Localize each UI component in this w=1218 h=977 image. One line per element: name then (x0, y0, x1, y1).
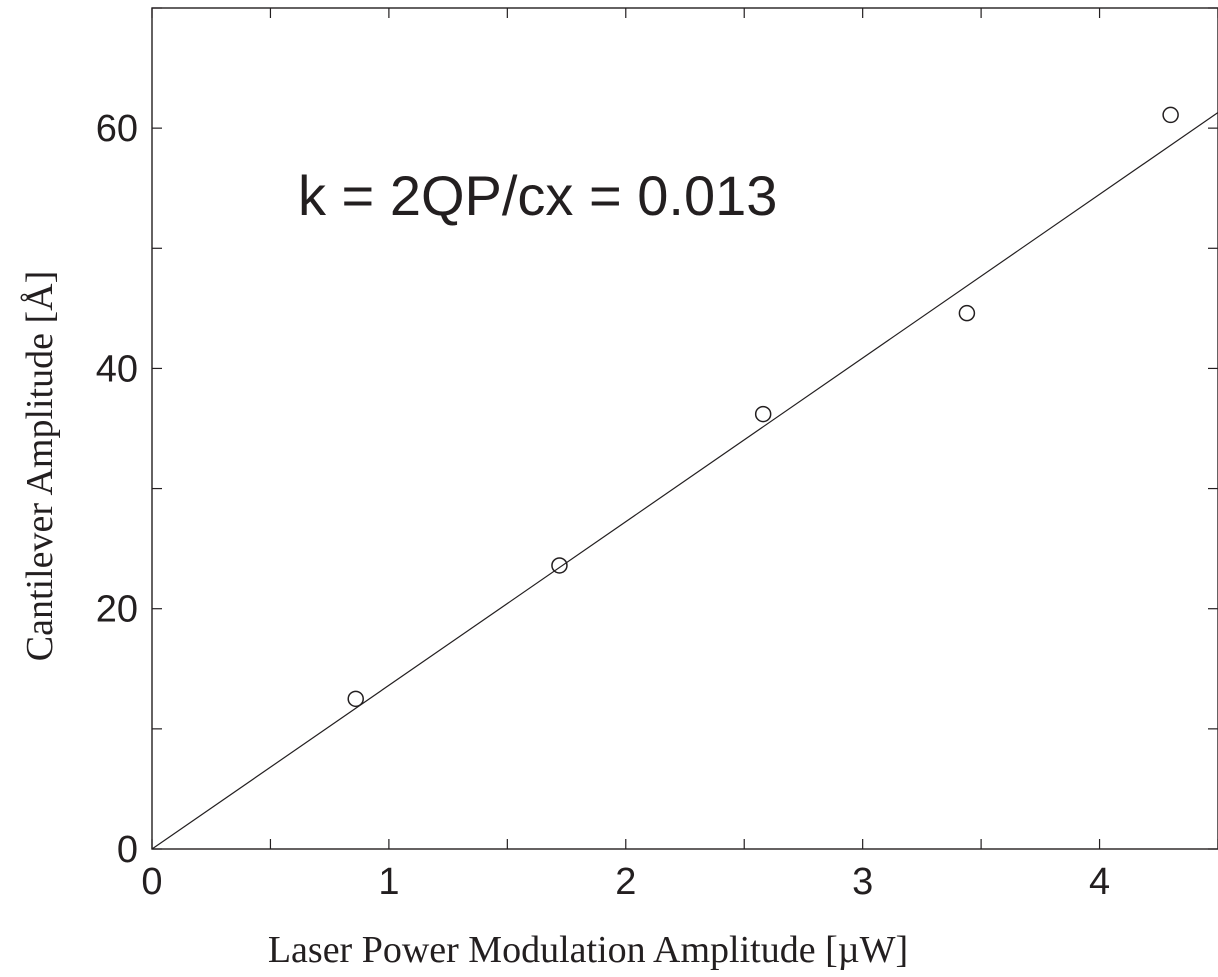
x-tick-label: 2 (615, 861, 636, 903)
data-point (551, 557, 568, 574)
y-tick-label: 0 (117, 829, 138, 871)
data-points (347, 106, 1179, 708)
data-point (347, 690, 364, 708)
fit-line (151, 112, 1218, 850)
y-tick-label: 60 (96, 108, 138, 150)
x-axis-title: Laser Power Modulation Amplitude [µW] (268, 929, 908, 971)
data-point (1162, 106, 1179, 124)
y-tick-label: 40 (96, 348, 138, 390)
fit-annotation: k = 2QP/cx = 0.013 (298, 164, 777, 227)
plot-frame (151, 7, 1218, 850)
x-tick-label: 0 (141, 861, 162, 903)
fit-line-group (151, 112, 1218, 850)
x-tick-label: 4 (1089, 861, 1110, 903)
x-tick-label: 3 (852, 861, 873, 903)
x-tick-label: 1 (378, 861, 399, 903)
data-point (754, 405, 772, 423)
y-tick-label: 20 (96, 589, 138, 631)
y-axis-title: Cantilever Amplitude [Å] (19, 271, 61, 661)
data-point (958, 304, 976, 322)
axis-ticks (151, 7, 1218, 850)
